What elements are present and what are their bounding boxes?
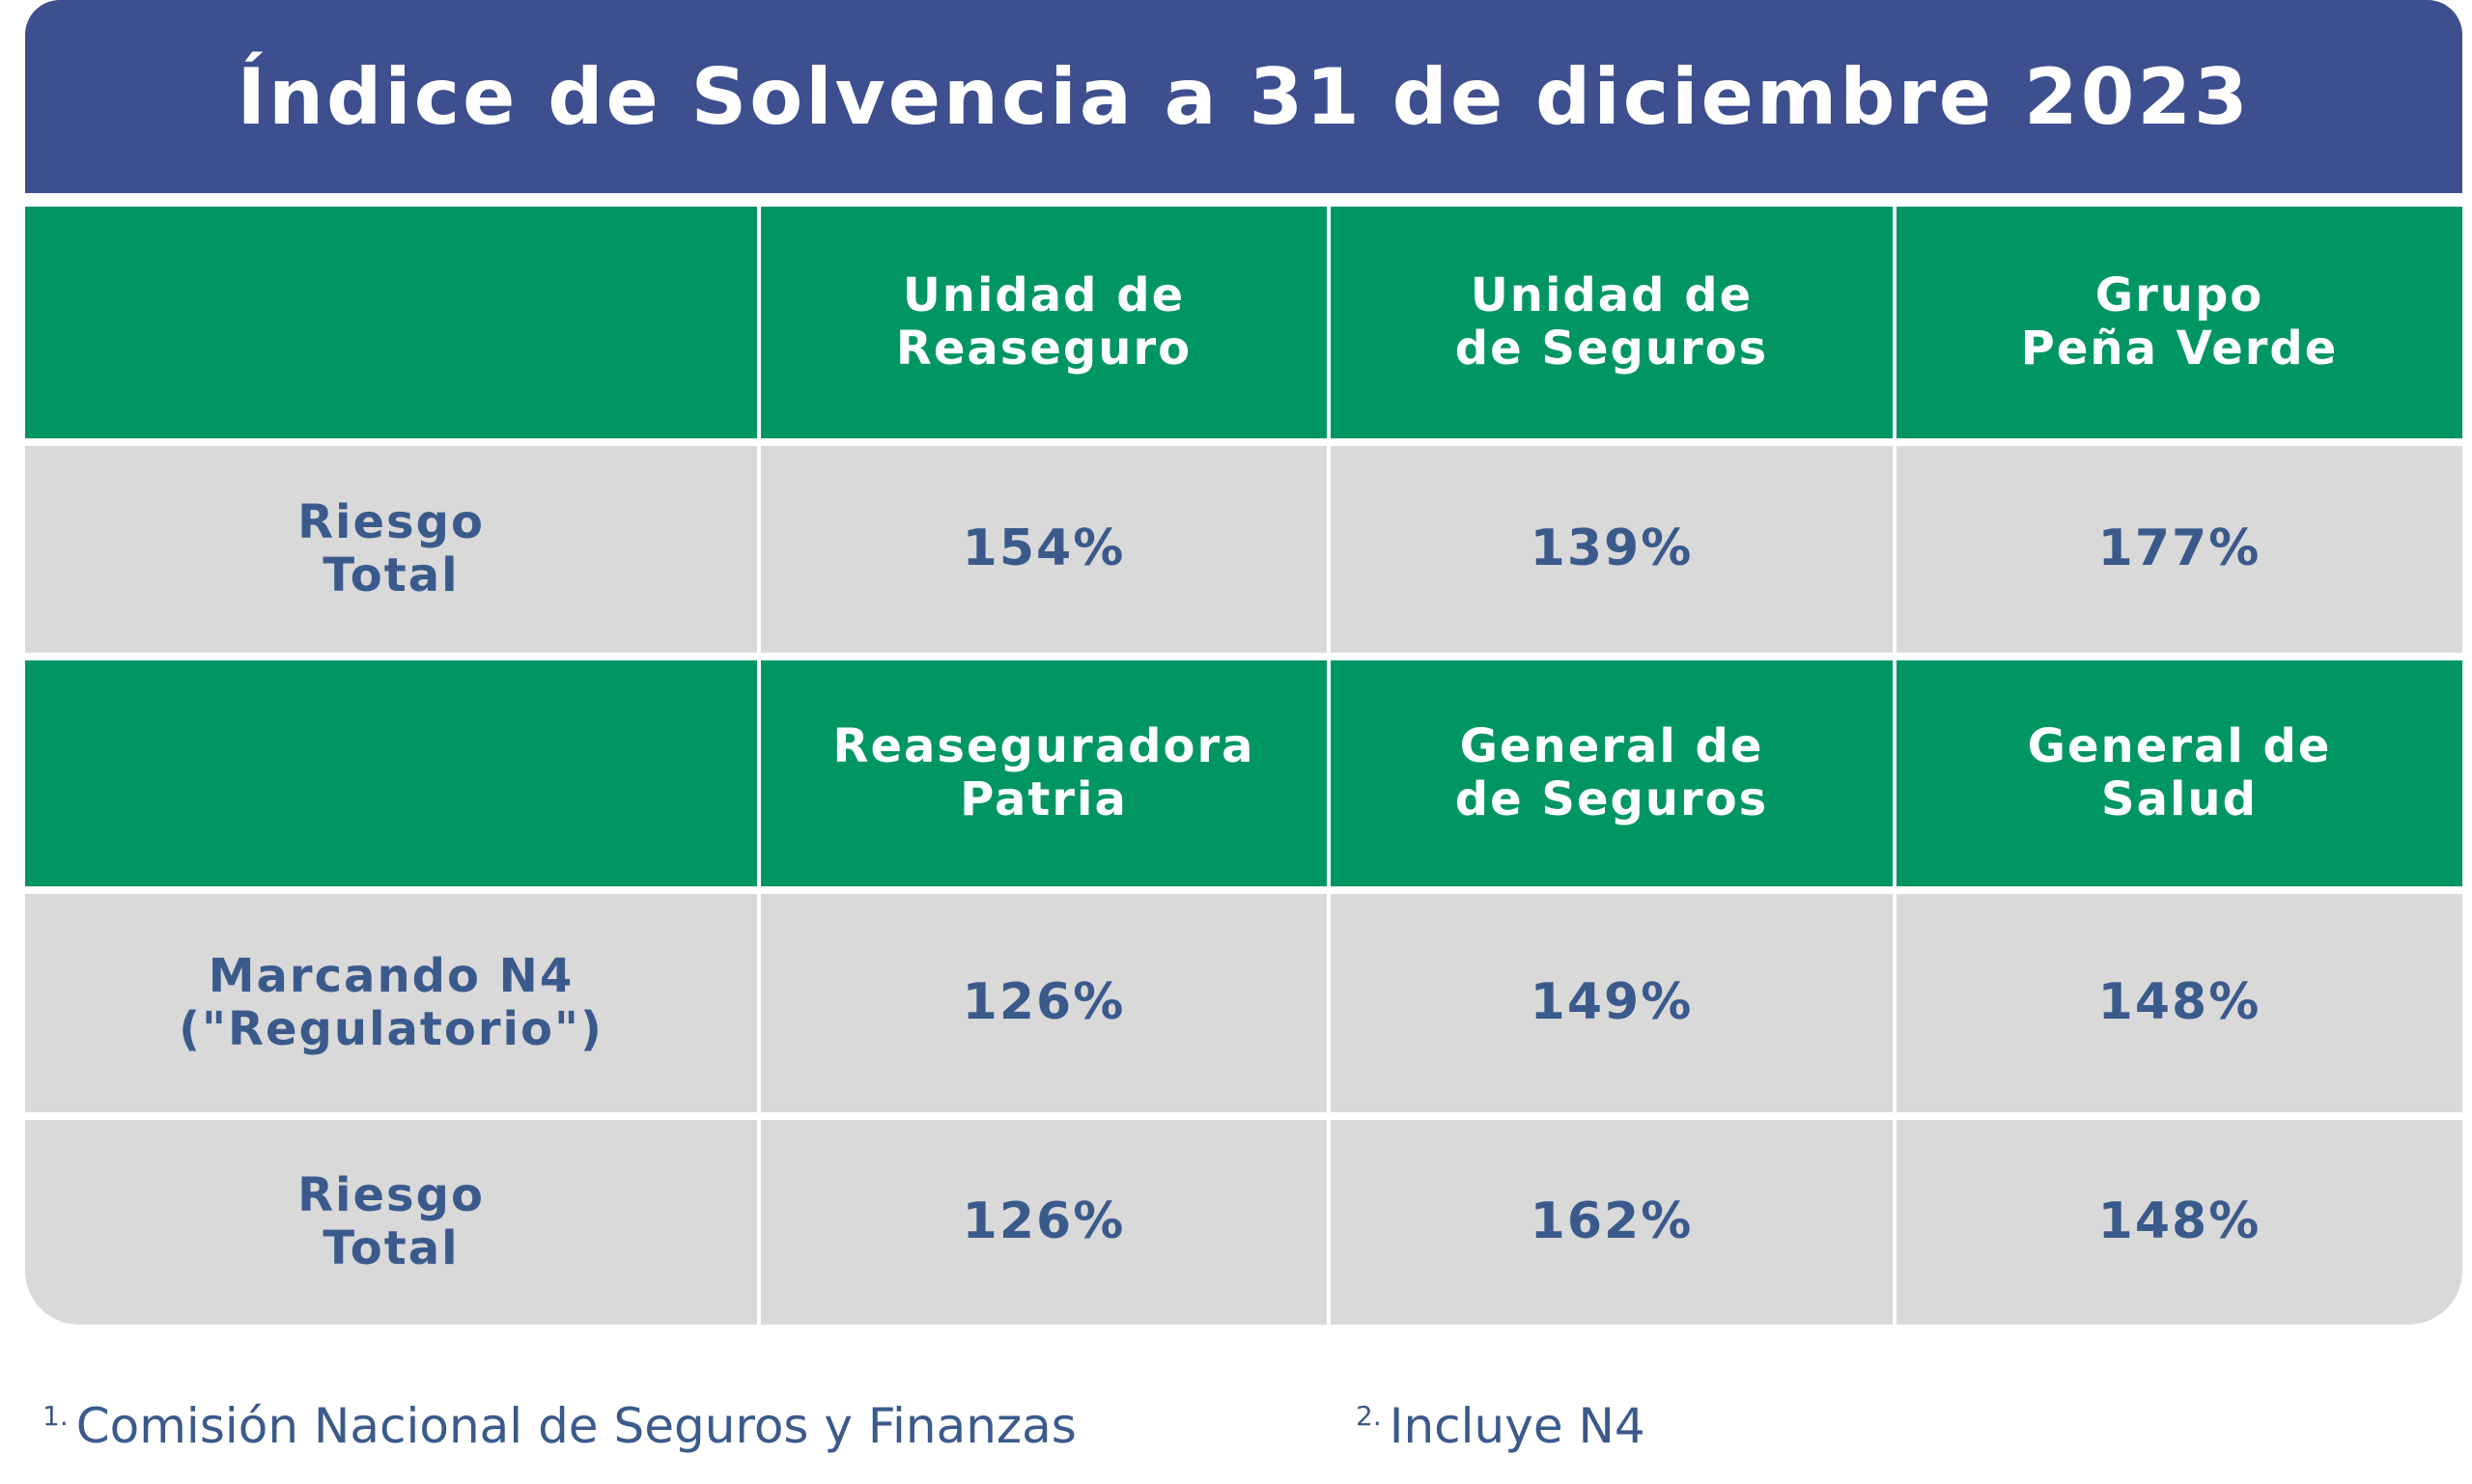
section1-header-2: Unidad de de Seguros (1331, 207, 1893, 438)
section2-row1-value-2: 149% (1331, 894, 1893, 1112)
section1-row-label: Riesgo Total (25, 446, 757, 653)
section2-row2-label: Riesgo Total (25, 1120, 757, 1325)
section2-header-1: Reaseguradora Patria (761, 660, 1327, 886)
footnote-1-text: Comisión Nacional de Seguros y Finanzas (75, 1398, 1077, 1454)
footnote-1-mark: 1. (42, 1400, 69, 1433)
section1-value-2: 139% (1331, 446, 1893, 653)
section2-header-2: General de de Seguros (1331, 660, 1893, 886)
section2-row1-label: Marcando N4 ("Regulatorio") (25, 894, 757, 1112)
solvency-card: Índice de Solvencia a 31 de diciembre 20… (25, 0, 2462, 1325)
section2-header-corner (25, 660, 757, 886)
footnote-2-text: Incluye N4 (1389, 1398, 1645, 1454)
section1-value-3: 177% (1896, 446, 2462, 653)
section2-row1-value-1: 126% (761, 894, 1327, 1112)
page-title: Índice de Solvencia a 31 de diciembre 20… (237, 51, 2251, 142)
section2-row2-value-2: 162% (1331, 1120, 1893, 1325)
footnote-2-mark: 2. (1356, 1400, 1382, 1433)
section1-header-3: Grupo Peña Verde (1896, 207, 2462, 438)
section2-row1-value-3: 148% (1896, 894, 2462, 1112)
footnote-2: 2. Incluye N4 (1356, 1398, 1645, 1454)
section1-header-corner (25, 207, 757, 438)
section2-row2-value-1: 126% (761, 1120, 1327, 1325)
section1-header-1: Unidad de Reaseguro (761, 207, 1327, 438)
title-bar: Índice de Solvencia a 31 de diciembre 20… (25, 0, 2462, 193)
section2-header-3: General de Salud (1896, 660, 2462, 886)
section2-row2-value-3: 148% (1896, 1120, 2462, 1325)
footnote-1: 1. Comisión Nacional de Seguros y Finanza… (42, 1398, 1077, 1454)
section1-value-1: 154% (761, 446, 1327, 653)
footnotes: 1. Comisión Nacional de Seguros y Finanza… (42, 1398, 2418, 1475)
